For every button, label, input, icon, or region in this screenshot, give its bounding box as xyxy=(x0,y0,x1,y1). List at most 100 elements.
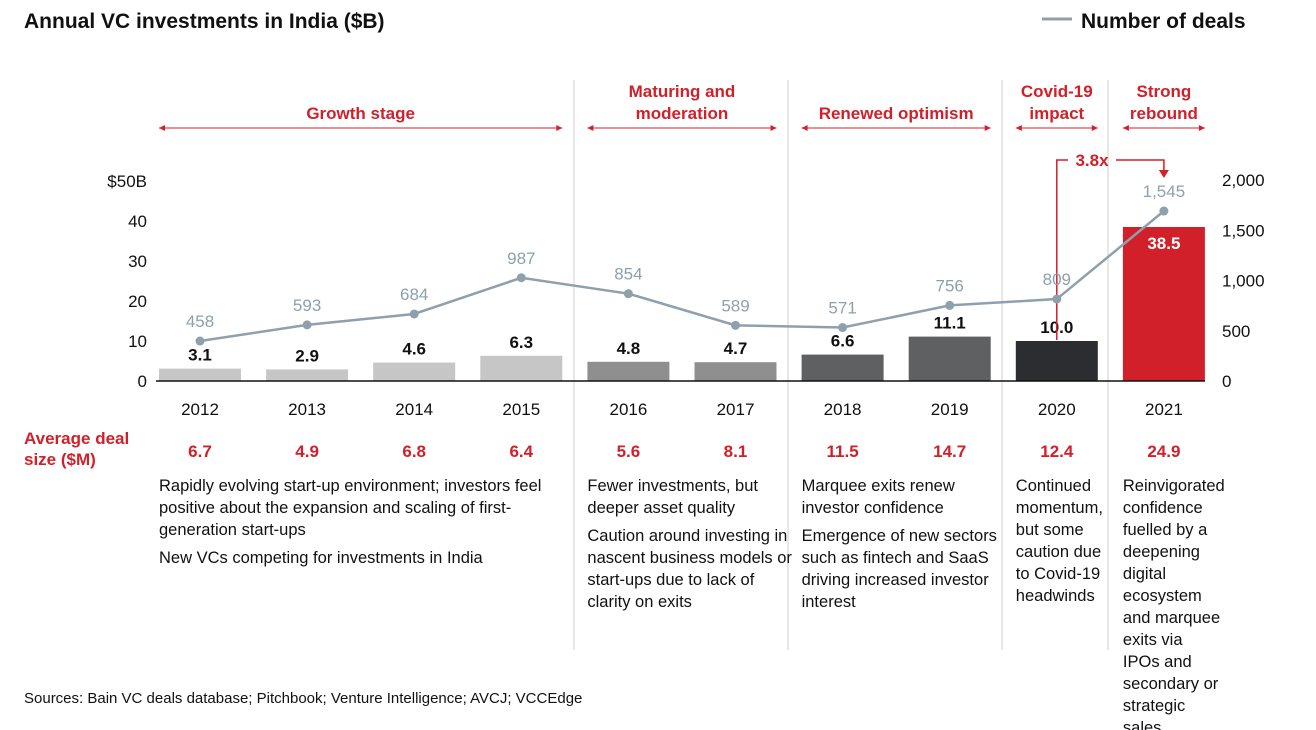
right-axis-tick: 1,500 xyxy=(1222,221,1265,240)
deals-value-label: 987 xyxy=(507,249,535,268)
bar-value-label: 4.7 xyxy=(724,339,748,358)
bar-2017 xyxy=(694,362,777,381)
avg-deal-size-value: 8.1 xyxy=(724,442,748,461)
deals-value-label: 1,545 xyxy=(1143,182,1186,201)
bar-2021 xyxy=(1122,227,1205,381)
growth-annotation-bracket xyxy=(1056,159,1165,340)
phase-note: Reinvigorated confidence fuelled by a de… xyxy=(1122,475,1225,730)
bar-2018 xyxy=(801,354,884,381)
deals-value-label: 809 xyxy=(1043,270,1071,289)
right-axis-tick: 500 xyxy=(1222,322,1250,341)
x-tick-label: 2015 xyxy=(502,400,540,419)
phase-label: rebound xyxy=(1130,104,1198,123)
deals-point-2019 xyxy=(945,300,955,310)
x-tick-label: 2012 xyxy=(181,400,219,419)
bar-value-label: 3.1 xyxy=(188,346,212,365)
deals-point-2017 xyxy=(731,320,740,330)
bar-2015 xyxy=(480,355,563,381)
phase-label: Renewed optimism xyxy=(819,104,974,123)
phase-note: Fewer investments, but deeper asset qual… xyxy=(587,475,797,619)
phase-note-paragraph: New VCs competing for investments in Ind… xyxy=(159,549,483,567)
deals-point-2020 xyxy=(1052,294,1062,304)
right-axis-tick: 1,000 xyxy=(1222,272,1265,291)
phase-note-paragraph: Caution around investing in nascent busi… xyxy=(587,527,792,611)
deals-point-2012 xyxy=(195,336,205,346)
avg-deal-size-value: 6.4 xyxy=(509,442,533,461)
x-tick-label: 2019 xyxy=(931,400,969,419)
bar-value-label: 4.8 xyxy=(617,339,641,358)
phase-label: moderation xyxy=(636,104,729,123)
deals-value-label: 684 xyxy=(400,285,428,304)
avg-deal-size-label: size ($M) xyxy=(24,450,96,469)
deals-value-label: 571 xyxy=(828,299,856,318)
avg-deal-size-label: Average deal xyxy=(24,429,129,448)
phase-note-paragraph: Marquee exits renew investor confidence xyxy=(801,477,955,517)
growth-annotation-arrowhead xyxy=(1158,170,1169,178)
x-tick-label: 2013 xyxy=(288,400,326,419)
bar-value-label: 6.3 xyxy=(509,333,533,352)
chart-title: Annual VC investments in India ($B) xyxy=(24,10,385,33)
left-axis-tick: 40 xyxy=(128,212,147,231)
phase-note-paragraph: Continued momentum, but some caution due… xyxy=(1015,477,1103,605)
avg-deal-size-value: 4.9 xyxy=(295,442,319,461)
avg-deal-size-value: 24.9 xyxy=(1147,442,1180,461)
left-axis-tick: 20 xyxy=(128,292,147,311)
x-tick-label: 2014 xyxy=(395,400,433,419)
avg-deal-size-value: 12.4 xyxy=(1040,442,1074,461)
x-tick-label: 2017 xyxy=(717,400,755,419)
left-axis-tick: 10 xyxy=(128,332,147,351)
bar-2013 xyxy=(266,369,349,381)
deals-point-2021 xyxy=(1159,206,1169,216)
phase-note-paragraph: Rapidly evolving start-up environment; i… xyxy=(159,477,542,539)
legend-label: Number of deals xyxy=(1081,10,1246,33)
phase-note-paragraph: Emergence of new sectors such as fintech… xyxy=(801,527,997,611)
phase-label: Growth stage xyxy=(306,104,415,123)
bar-value-label: 11.1 xyxy=(934,314,966,333)
x-tick-label: 2021 xyxy=(1145,400,1183,419)
bar-2012 xyxy=(159,368,241,381)
deals-value-label: 593 xyxy=(293,296,321,315)
bar-value-label: 38.5 xyxy=(1147,234,1180,253)
deals-value-label: 854 xyxy=(614,265,642,284)
avg-deal-size-value: 6.8 xyxy=(402,442,426,461)
deals-value-label: 756 xyxy=(936,276,964,295)
deals-point-2015 xyxy=(516,273,526,283)
phase-label: Strong xyxy=(1137,82,1192,101)
deals-point-2014 xyxy=(409,309,419,319)
growth-annotation-label: 3.8x xyxy=(1075,151,1109,170)
avg-deal-size-value: 6.7 xyxy=(188,442,212,461)
bar-2014 xyxy=(373,362,456,381)
right-axis-tick: 0 xyxy=(1222,372,1231,391)
phase-note-paragraph: Fewer investments, but deeper asset qual… xyxy=(587,477,758,517)
bar-value-label: 2.9 xyxy=(295,346,319,365)
deals-point-2016 xyxy=(623,289,633,299)
avg-deal-size-value: 14.7 xyxy=(933,442,966,461)
deals-point-2013 xyxy=(302,320,312,330)
bar-2016 xyxy=(587,361,670,381)
bar-2020 xyxy=(1015,341,1098,381)
right-axis-tick: 2,000 xyxy=(1222,171,1265,190)
left-axis-tick: 30 xyxy=(128,252,147,271)
bar-2019 xyxy=(908,336,991,381)
phase-label: Covid-19 xyxy=(1021,82,1093,101)
x-tick-label: 2016 xyxy=(609,400,647,419)
deals-value-label: 589 xyxy=(721,296,749,315)
left-axis-tick: 0 xyxy=(138,372,147,391)
phase-note: Rapidly evolving start-up environment; i… xyxy=(159,475,559,575)
deals-line xyxy=(199,210,1165,343)
phase-note: Marquee exits renew investor confidence E… xyxy=(802,475,1002,619)
phase-label: impact xyxy=(1029,104,1084,123)
bar-value-label: 4.6 xyxy=(402,340,426,359)
avg-deal-size-value: 5.6 xyxy=(617,442,641,461)
phase-note: Continued momentum, but some caution due… xyxy=(1016,475,1111,613)
deals-value-label: 458 xyxy=(186,312,214,331)
phase-note-paragraph: Reinvigorated confidence fuelled by a de… xyxy=(1122,477,1225,730)
bar-value-label: 6.6 xyxy=(831,332,855,351)
x-tick-label: 2020 xyxy=(1038,400,1076,419)
source-note: Sources: Bain VC deals database; Pitchbo… xyxy=(24,690,582,707)
left-axis-tick: $50B xyxy=(107,172,147,191)
avg-deal-size-value: 11.5 xyxy=(827,442,859,461)
deals-point-2018 xyxy=(838,323,848,333)
